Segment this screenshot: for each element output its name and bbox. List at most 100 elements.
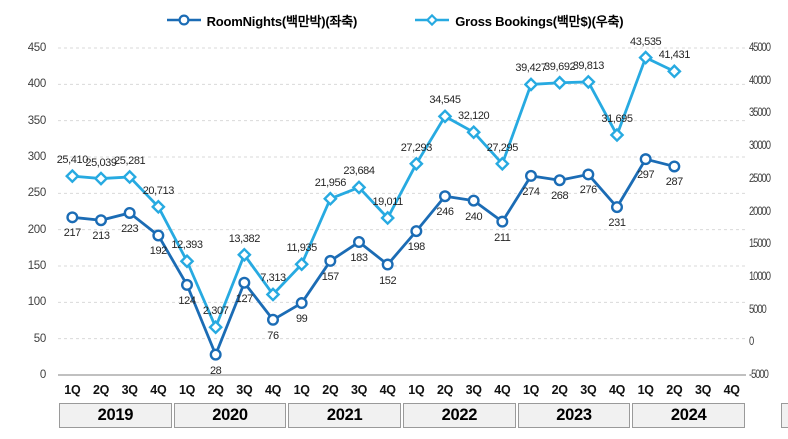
x-axis-quarter-label: 1Q: [522, 383, 540, 397]
roomnights-data-point-marker: [295, 297, 308, 310]
grossbookings-data-label: 34,545: [429, 94, 461, 107]
x-axis-quarter-label: 2Q: [322, 383, 339, 397]
roomnights-data-label: 157: [321, 270, 340, 283]
roomnights-data-label: 192: [149, 245, 168, 258]
roomnights-data-label: 287: [665, 176, 684, 189]
roomnights-data-label: 198: [407, 241, 426, 254]
roomnights-data-point-marker: [267, 313, 280, 326]
legend-item-grossbookings[interactable]: Gross Bookings(백만$)(우축): [413, 11, 624, 30]
right-axis-tick-label: 0: [749, 336, 754, 349]
right-axis-tick-label: 45000: [749, 42, 771, 54]
right-axis-tick-label: 15000: [749, 238, 771, 251]
legend-item-roomnights[interactable]: RoomNights(백만박)(좌축): [165, 11, 358, 30]
roomnights-data-label: 152: [379, 274, 397, 287]
left-axis-tick-label: 400: [27, 78, 47, 91]
left-axis-tick-label: 0: [39, 369, 46, 381]
roomnights-data-point-marker: [582, 168, 595, 181]
grossbookings-data-label: 19,011: [372, 195, 403, 208]
roomnights-data-label: 99: [295, 313, 308, 326]
grossbookings-data-label: 7,313: [260, 272, 286, 285]
grossbookings-data-point-marker: [265, 287, 281, 302]
x-axis-quarter-label: 4Q: [608, 383, 626, 397]
year-band: 2021: [288, 403, 401, 428]
x-axis-quarter-label: 4Q: [494, 383, 511, 397]
x-axis-quarter-label: 3Q: [121, 383, 138, 397]
roomnights-data-label: 276: [579, 184, 598, 197]
right-axis-tick-label: 20000: [749, 205, 771, 218]
grossbookings-data-label: 32,120: [458, 110, 490, 123]
x-axis-quarter-label: 1Q: [64, 383, 81, 397]
grossbookings-data-point-marker: [609, 127, 625, 143]
x-axis-quarter-label: 2Q: [436, 383, 454, 397]
grossbookings-data-point-marker: [294, 256, 309, 272]
grossbookings-data-point-marker: [667, 64, 682, 79]
year-band: 2022: [403, 403, 516, 428]
x-axis-quarter-label: 4Q: [150, 383, 167, 397]
grossbookings-data-label: 21,956: [314, 176, 347, 189]
roomnights-data-point-marker: [467, 194, 480, 207]
roomnights-data-point-marker: [668, 160, 681, 173]
roomnights-data-point-marker: [123, 206, 136, 219]
x-axis-quarter-label: 4Q: [264, 383, 282, 397]
roomnights-data-point-marker: [553, 174, 566, 187]
grossbookings-data-label: 23,684: [343, 165, 375, 178]
grossbookings-data-label: 27,295: [486, 141, 519, 154]
grossbookings-data-point-marker: [638, 50, 653, 65]
grossbookings-line-diamond-icon: [415, 13, 450, 27]
x-axis-quarter-label: 4Q: [723, 383, 740, 397]
roomnights-data-label: 127: [235, 292, 254, 305]
grossbookings-data-label: 31,695: [601, 113, 633, 125]
legend-label-roomnights: RoomNights(백만박)(좌축): [206, 13, 358, 29]
grossbookings-data-point-marker: [552, 75, 567, 91]
year-band: 2024: [632, 403, 745, 428]
left-axis-tick-label: 100: [27, 296, 47, 309]
left-axis-tick-label: 150: [27, 260, 47, 272]
grossbookings-data-label: 25,281: [114, 154, 146, 167]
right-axis-tick-label: 10000: [749, 270, 771, 283]
grossbookings-data-point-marker: [151, 199, 166, 215]
grossbookings-data-label: 43,535: [630, 35, 662, 48]
roomnights-data-point-marker: [66, 211, 79, 224]
grossbookings-data-point-marker: [351, 180, 367, 195]
x-axis-quarter-label: 1Q: [637, 383, 654, 397]
grossbookings-data-label: 2,307: [202, 305, 229, 318]
grossbookings-data-point-marker: [437, 109, 453, 124]
roomnights-data-point-marker: [611, 201, 624, 214]
grossbookings-data-point-marker: [122, 169, 137, 185]
roomnights-data-label: 297: [637, 169, 655, 182]
roomnights-data-label: 124: [178, 294, 196, 307]
x-axis-quarter-label: 3Q: [236, 383, 253, 397]
roomnights-data-label: 268: [551, 190, 569, 203]
grossbookings-data-label: 20,713: [142, 184, 175, 197]
grossbookings-data-label: 39,692: [544, 60, 576, 73]
grossbookings-data-label: 13,382: [228, 232, 261, 245]
x-axis-quarter-label: 3Q: [465, 383, 482, 397]
year-band: 2019: [59, 403, 172, 428]
right-axis-tick-label: 25000: [749, 172, 771, 185]
roomnights-data-point-marker: [439, 190, 452, 203]
grossbookings-data-label: 39,813: [572, 59, 605, 72]
right-axis-tick-label: 30000: [749, 140, 771, 153]
grossbookings-data-point-marker: [93, 171, 109, 186]
x-axis-quarter-label: 1Q: [408, 383, 425, 397]
x-axis-quarter-label: 2Q: [551, 383, 568, 397]
left-axis-tick-label: 200: [27, 223, 47, 236]
roomnights-data-point-marker: [639, 153, 652, 166]
roomnights-data-label: 183: [350, 252, 368, 265]
year-band: 2020: [173, 403, 287, 428]
roomnights-data-label: 231: [608, 217, 626, 230]
x-axis-quarter-label: 2Q: [666, 383, 683, 397]
roomnights-data-point-marker: [353, 236, 366, 249]
x-axis-quarter-label: 3Q: [350, 383, 368, 397]
roomnights-data-label: 246: [436, 206, 454, 219]
x-axis-quarter-label: 2Q: [207, 383, 224, 397]
grossbookings-data-label: 12,393: [171, 239, 203, 252]
right-axis-tick-label: -5000: [749, 369, 769, 381]
left-axis-tick-label: 300: [27, 151, 47, 163]
roomnights-data-label: 223: [121, 222, 139, 235]
legend-label-grossbookings: Gross Bookings(백만$)(우축): [455, 13, 624, 29]
grossbookings-data-point-marker: [581, 74, 596, 90]
grossbookings-data-label: 41,431: [658, 49, 691, 62]
